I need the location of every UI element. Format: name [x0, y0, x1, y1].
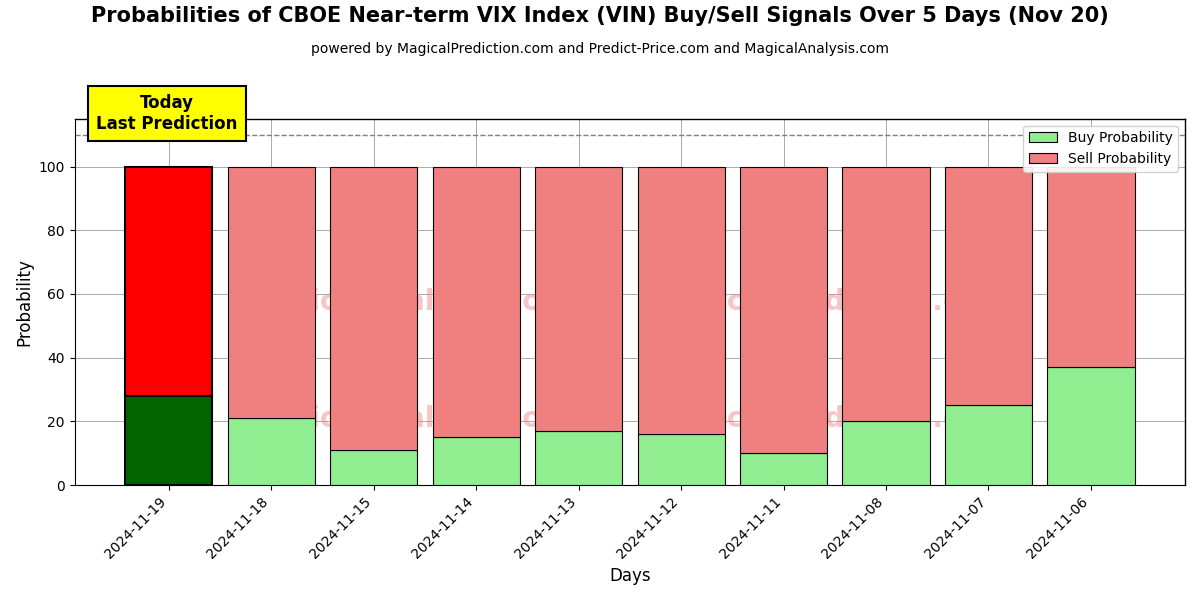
Text: Today
Last Prediction: Today Last Prediction [96, 94, 238, 133]
Bar [1048, 167, 1134, 367]
Bar [432, 167, 520, 437]
Bar [228, 418, 314, 485]
Bar [535, 431, 622, 485]
Bar [944, 406, 1032, 485]
Bar [1048, 367, 1134, 485]
Bar [842, 421, 930, 485]
Bar [228, 167, 314, 418]
Bar [637, 167, 725, 434]
Legend: Buy Probability, Sell Probability: Buy Probability, Sell Probability [1024, 125, 1178, 172]
Bar [330, 450, 418, 485]
Text: Probabilities of CBOE Near-term VIX Index (VIN) Buy/Sell Signals Over 5 Days (No: Probabilities of CBOE Near-term VIX Inde… [91, 6, 1109, 26]
Bar [125, 396, 212, 485]
X-axis label: Days: Days [610, 567, 650, 585]
Y-axis label: Probability: Probability [16, 258, 34, 346]
Bar [637, 434, 725, 485]
Text: powered by MagicalPrediction.com and Predict-Price.com and MagicalAnalysis.com: powered by MagicalPrediction.com and Pre… [311, 42, 889, 56]
Bar [740, 453, 827, 485]
Text: MagicalPrediction.com: MagicalPrediction.com [652, 405, 1008, 433]
Text: MagicalAnalysis.com: MagicalAnalysis.com [245, 405, 571, 433]
Bar [330, 167, 418, 450]
Bar [125, 167, 212, 396]
Bar [535, 167, 622, 431]
Bar [842, 167, 930, 421]
Text: MagicalPrediction.com: MagicalPrediction.com [652, 288, 1008, 316]
Bar [432, 437, 520, 485]
Bar [740, 167, 827, 453]
Text: MagicalAnalysis.com: MagicalAnalysis.com [245, 288, 571, 316]
Bar [944, 167, 1032, 406]
